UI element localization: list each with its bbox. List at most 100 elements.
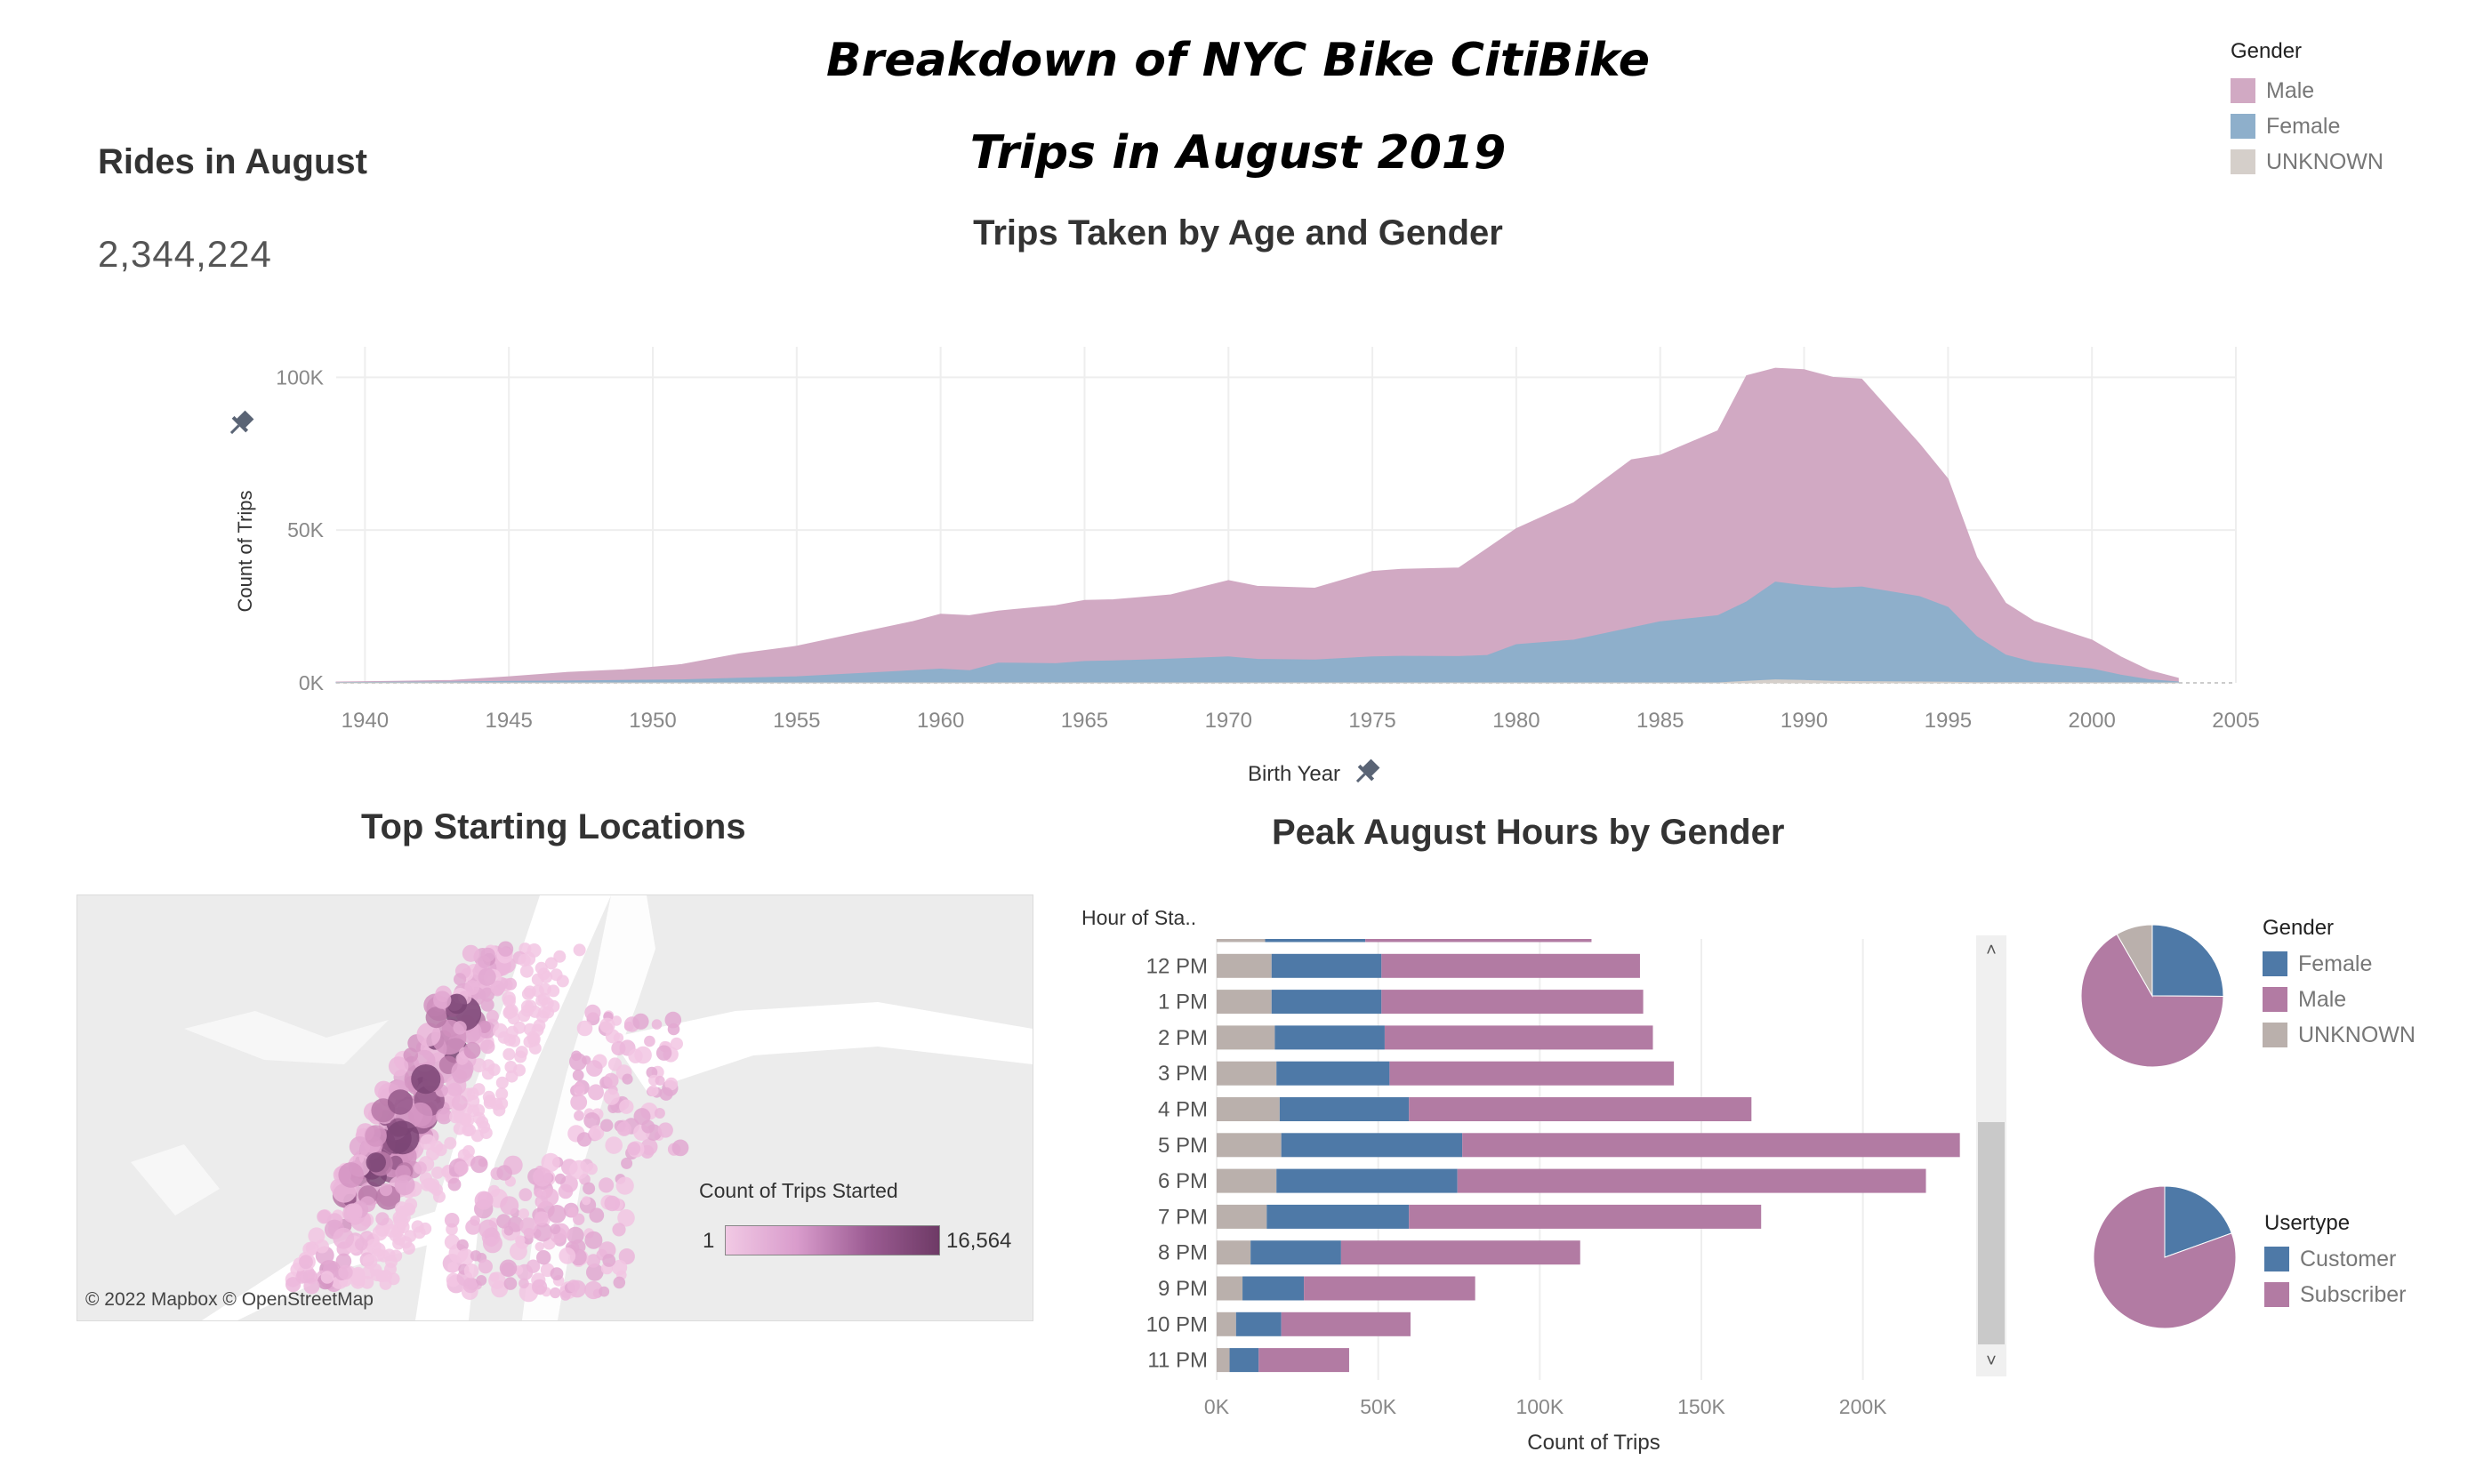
area-series-unknown[interactable] xyxy=(336,679,2179,684)
station-marker[interactable] xyxy=(584,1231,603,1249)
station-marker[interactable] xyxy=(303,1278,320,1295)
station-marker[interactable] xyxy=(497,941,514,957)
station-marker[interactable] xyxy=(617,1209,635,1227)
station-marker[interactable] xyxy=(558,1183,574,1199)
station-marker[interactable] xyxy=(496,1165,512,1181)
scrollbar-thumb[interactable] xyxy=(1978,1122,2005,1344)
bar-segment-female[interactable] xyxy=(1271,953,1382,978)
station-marker[interactable] xyxy=(362,1254,378,1270)
station-marker[interactable] xyxy=(489,1271,500,1282)
station-marker[interactable] xyxy=(654,1108,665,1119)
station-marker[interactable] xyxy=(569,1159,589,1180)
station-marker[interactable] xyxy=(497,1031,510,1044)
station-marker[interactable] xyxy=(453,1021,467,1035)
station-marker[interactable] xyxy=(585,1162,598,1175)
bar-segment-unknown[interactable] xyxy=(1217,1276,1243,1301)
station-marker[interactable] xyxy=(586,1060,603,1077)
station-marker[interactable] xyxy=(550,1223,561,1235)
station-marker[interactable] xyxy=(602,1254,616,1267)
station-marker[interactable] xyxy=(664,1011,682,1029)
station-marker[interactable] xyxy=(507,1012,520,1025)
station-marker[interactable] xyxy=(426,1146,440,1161)
legend-item-female[interactable]: Female xyxy=(2231,108,2384,144)
station-marker[interactable] xyxy=(481,1067,494,1080)
station-marker[interactable] xyxy=(372,1225,388,1241)
bar-row[interactable]: 1 PM xyxy=(1158,990,1644,1015)
station-marker[interactable] xyxy=(515,1235,526,1246)
station-marker[interactable] xyxy=(399,1236,413,1249)
station-marker[interactable] xyxy=(436,1108,453,1125)
station-marker[interactable] xyxy=(451,1095,468,1111)
station-marker[interactable] xyxy=(495,1076,509,1089)
bar-segment-unknown[interactable] xyxy=(1217,953,1272,978)
station-marker[interactable] xyxy=(627,1142,641,1156)
station-marker[interactable] xyxy=(657,1122,673,1138)
station-marker[interactable] xyxy=(532,1279,548,1295)
station-marker[interactable] xyxy=(616,1121,631,1136)
station-marker[interactable] xyxy=(513,1021,527,1034)
station-marker[interactable] xyxy=(559,1247,576,1264)
map-attribution[interactable]: © 2022 Mapbox © OpenStreetMap xyxy=(85,1289,374,1310)
station-marker[interactable] xyxy=(584,1004,601,1021)
station-marker[interactable] xyxy=(514,1050,527,1063)
station-marker[interactable] xyxy=(470,1129,484,1143)
station-marker[interactable] xyxy=(335,1253,352,1270)
station-marker[interactable] xyxy=(519,1278,529,1289)
legend-item-male[interactable]: Male xyxy=(2231,73,2384,108)
bar-segment-female[interactable] xyxy=(1281,1133,1463,1158)
station-marker[interactable] xyxy=(404,1198,418,1211)
bar-segment-unknown[interactable] xyxy=(1217,1204,1267,1229)
station-marker[interactable] xyxy=(390,1249,403,1263)
bar-segment-female[interactable] xyxy=(1274,1025,1385,1050)
station-marker[interactable] xyxy=(519,1208,529,1219)
bar-segment-male[interactable] xyxy=(1384,1025,1653,1050)
station-marker[interactable] xyxy=(550,1287,561,1299)
bar-segment-male[interactable] xyxy=(1365,918,1592,943)
station-marker[interactable] xyxy=(374,1080,393,1100)
station-marker[interactable] xyxy=(513,1063,526,1077)
station-marker[interactable] xyxy=(553,950,567,963)
bar-segment-male[interactable] xyxy=(1457,1168,1926,1193)
station-marker[interactable] xyxy=(459,1113,472,1127)
gender-pie-chart[interactable] xyxy=(2072,916,2232,1076)
station-marker[interactable] xyxy=(671,1139,689,1157)
station-marker[interactable] xyxy=(541,997,554,1010)
station-marker[interactable] xyxy=(641,1119,655,1134)
station-marker[interactable] xyxy=(574,1110,584,1121)
legend-item-unknown[interactable]: UNKNOWN xyxy=(2263,1017,2416,1053)
station-marker[interactable] xyxy=(589,1125,605,1141)
station-marker[interactable] xyxy=(444,1234,460,1250)
station-marker[interactable] xyxy=(480,998,494,1012)
station-marker[interactable] xyxy=(481,1227,501,1247)
pie-slice-subscriber[interactable] xyxy=(2093,1185,2237,1329)
station-marker[interactable] xyxy=(411,1220,424,1233)
station-marker[interactable] xyxy=(547,984,560,998)
station-marker[interactable] xyxy=(379,1183,393,1197)
bar-segment-male[interactable] xyxy=(1409,1097,1752,1121)
bar-segment-unknown[interactable] xyxy=(1217,1061,1277,1086)
station-marker[interactable] xyxy=(433,1190,446,1203)
station-marker[interactable] xyxy=(423,1177,437,1191)
bar-segment-male[interactable] xyxy=(1381,990,1644,1015)
station-marker[interactable] xyxy=(533,1167,552,1187)
station-marker[interactable] xyxy=(385,1120,420,1155)
station-marker[interactable] xyxy=(541,1188,559,1207)
bar-row[interactable]: 8 PM xyxy=(1158,1240,1580,1265)
bar-segment-female[interactable] xyxy=(1229,1348,1259,1373)
bar-segment-female[interactable] xyxy=(1265,918,1366,943)
station-marker[interactable] xyxy=(535,961,548,975)
station-marker[interactable] xyxy=(500,1196,519,1215)
bar-segment-unknown[interactable] xyxy=(1217,990,1272,1015)
bar-segment-unknown[interactable] xyxy=(1217,1312,1236,1336)
station-marker[interactable] xyxy=(588,1084,604,1101)
scroll-up-icon[interactable]: ˄ xyxy=(1986,941,1997,960)
station-marker[interactable] xyxy=(584,1280,603,1300)
station-marker[interactable] xyxy=(299,1255,313,1270)
bar-segment-male[interactable] xyxy=(1409,1204,1762,1229)
bar-row[interactable]: 6 PM xyxy=(1158,1168,1926,1194)
station-marker[interactable] xyxy=(420,1134,437,1151)
bar-segment-female[interactable] xyxy=(1266,1204,1410,1229)
bar-row[interactable]: 5 PM xyxy=(1158,1133,1960,1158)
station-marker[interactable] xyxy=(533,1223,553,1242)
station-marker[interactable] xyxy=(611,1040,626,1055)
